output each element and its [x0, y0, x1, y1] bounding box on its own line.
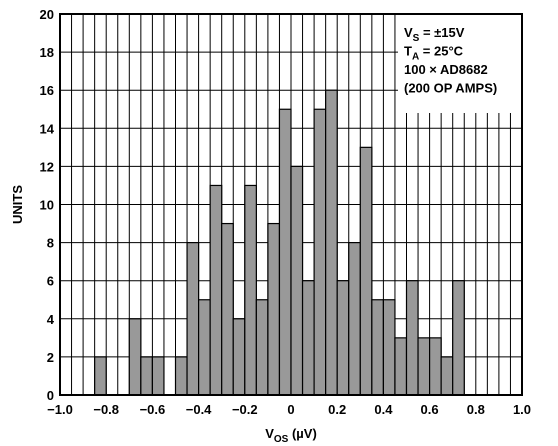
histogram-bar: [267, 222, 281, 396]
histogram-bar: [255, 299, 269, 396]
histogram-bar: [452, 280, 465, 396]
histogram-bar: [174, 356, 188, 396]
histogram-bar: [128, 318, 142, 396]
histogram-bar: [221, 222, 234, 396]
y-tick-labels: 0 2 4 6 8 10 12 14 16 18 20: [40, 7, 55, 403]
x-tick-labels: −1.0 −0.8 −0.6 −0.4 −0.2 0 0.2 0.4 0.6 0.8 1.0: [47, 402, 531, 417]
legend-line: (200 OP AMPS): [404, 81, 497, 96]
histogram-bar: [440, 356, 454, 396]
y-tick-label: 4: [47, 312, 55, 327]
x-tick-label: −0.8: [93, 402, 119, 417]
histogram-bar: [209, 184, 223, 396]
histogram-bar: [186, 242, 200, 396]
legend-line: TA = 25°C: [404, 44, 464, 63]
y-tick-label: 0: [47, 388, 54, 403]
x-tick-label: −1.0: [47, 402, 73, 417]
histogram-bar: [405, 280, 419, 396]
y-tick-label: 14: [40, 121, 55, 136]
x-tick-label: 0.2: [328, 402, 346, 417]
x-tick-label: −0.4: [186, 402, 212, 417]
histogram-bar: [382, 299, 396, 396]
histogram-bar: [94, 356, 107, 396]
y-tick-label: 10: [40, 198, 54, 213]
histogram-bar: [371, 299, 385, 396]
histogram-bar: [325, 89, 338, 396]
y-tick-label: 8: [47, 236, 54, 251]
plot-frame: [59, 13, 523, 396]
x-tick-label: 0.4: [374, 402, 393, 417]
legend-box: [398, 15, 521, 113]
histogram-bar: [301, 280, 315, 396]
histogram-bar: [244, 184, 257, 396]
histogram-bar: [313, 108, 327, 396]
y-tick-label: 16: [40, 83, 54, 98]
y-tick-label: 6: [47, 274, 54, 289]
histogram-bar: [278, 108, 292, 396]
x-tick-label: 1.0: [513, 402, 531, 417]
x-tick-label: −0.2: [232, 402, 258, 417]
x-axis-label: VOS (µV): [265, 426, 317, 445]
y-tick-label: 18: [40, 45, 54, 60]
legend-line: 100 × AD8682: [404, 62, 488, 77]
x-tick-label: −0.6: [140, 402, 166, 417]
y-axis-label: UNITS: [10, 185, 25, 224]
histogram-bar: [429, 337, 442, 396]
y-tick-label: 20: [40, 7, 54, 22]
histogram-bar: [417, 337, 431, 396]
histogram-bar: [198, 299, 211, 396]
histogram-bar: [394, 337, 408, 396]
legend-line: VS = ±15V: [404, 25, 465, 44]
y-tick-label: 12: [40, 159, 54, 174]
histogram-bar: [140, 356, 154, 396]
x-tick-label: 0.8: [467, 402, 485, 417]
histogram-bar: [348, 242, 361, 396]
histogram-bar: [290, 165, 304, 396]
histogram-bar: [151, 356, 165, 396]
x-tick-label: 0.6: [421, 402, 439, 417]
x-tick-label: 0: [287, 402, 294, 417]
histogram-bar: [232, 318, 246, 396]
bars: [94, 89, 465, 396]
y-tick-label: 2: [47, 350, 54, 365]
histogram-bar: [359, 146, 373, 396]
histogram-bar: [336, 280, 350, 396]
